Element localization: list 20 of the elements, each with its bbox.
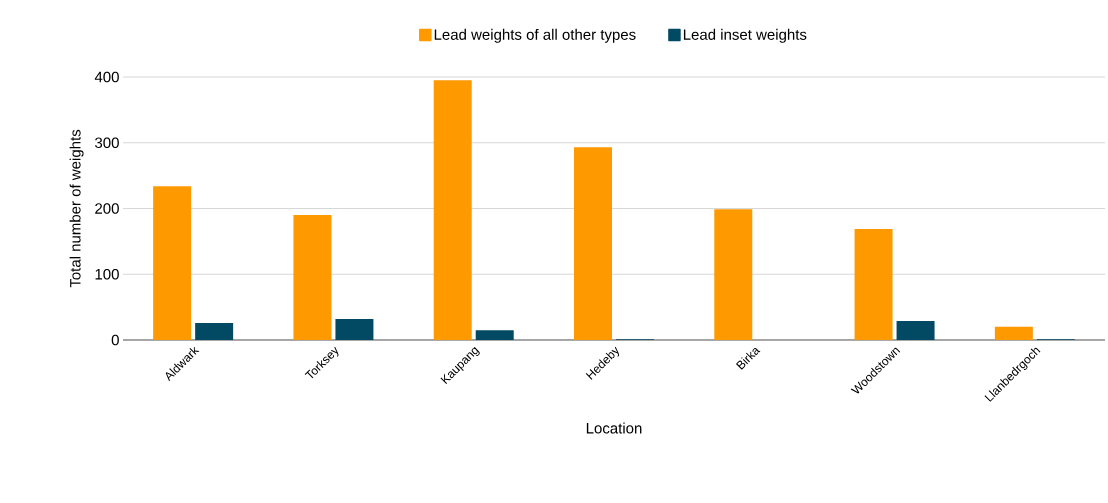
legend-label: Lead weights of all other types: [434, 28, 636, 43]
bar: [475, 330, 514, 340]
y-axis-title: Total number of weights: [69, 129, 84, 288]
bar: [574, 147, 612, 340]
bar: [994, 326, 1033, 340]
bar: [195, 322, 234, 340]
bar: [433, 80, 472, 340]
bar: [293, 215, 332, 340]
bar: [896, 320, 935, 340]
bar: [714, 209, 753, 340]
y-tick-label: 200: [95, 203, 119, 214]
y-tick-label: 400: [94, 71, 119, 83]
y-tick-label: 0: [111, 334, 119, 346]
legend-label: Lead inset weights: [683, 28, 807, 43]
x-axis-title: Location: [586, 422, 642, 434]
y-tick-label: 100: [95, 268, 119, 280]
bar: [153, 186, 192, 340]
y-tick-label: 300: [95, 137, 119, 149]
bar: [335, 318, 374, 340]
bar: [854, 228, 893, 340]
